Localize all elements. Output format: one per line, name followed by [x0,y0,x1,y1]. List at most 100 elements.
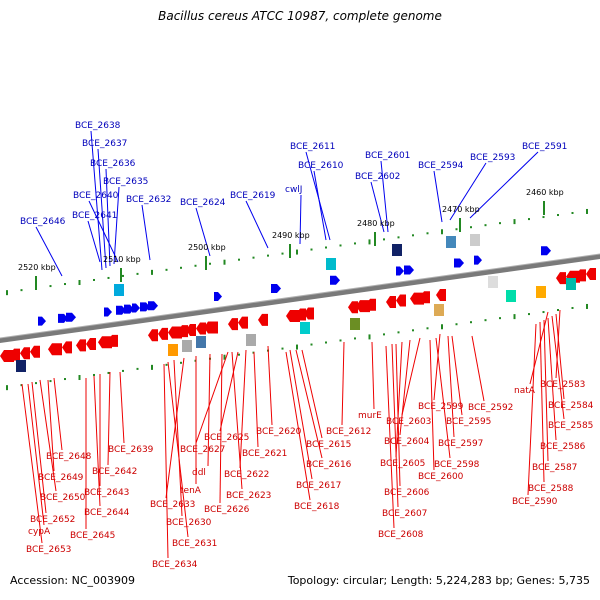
reverse-gene-label: BCE_2600 [418,472,464,482]
forward-gene-label: BCE_2601 [365,151,410,161]
reverse-gene-label: BCE_2653 [26,545,71,555]
forward-gene-label: BCE_2602 [355,172,400,182]
reverse-leader-line [219,353,223,504]
outer-tick-row-tick [310,248,313,251]
reverse-leader-line [555,309,561,379]
reverse-gene-arrow [0,350,14,362]
inner-tick-row-tick [296,344,298,350]
outer-tick-row-tick [238,258,240,261]
reverse-leader-line [371,341,375,410]
outer-tick-row-tick [165,268,168,271]
reverse-gene-label: BCE_2604 [384,437,430,447]
inner-tick-row-tick [6,385,8,391]
reverse-gene-label: BCE_2587 [532,463,577,473]
reverse-gene-label: BCE_2586 [540,442,586,452]
forward-gene-arrow [541,246,551,256]
reverse-gene-label: BCE_2652 [30,515,75,525]
forward-gene-arrow [214,292,222,302]
reverse-gene-arrow [356,300,370,313]
outer-tick-row-tick [136,272,139,275]
inner-tick-row-tick [339,339,342,342]
forward-gene-arrow [148,301,158,311]
reverse-gene-arrow [168,326,182,339]
outer-tick-row-tick [484,224,487,227]
reverse-leader-line [207,353,211,467]
forward-gene-arrow [104,307,112,317]
outer-tick-row-tick [252,256,255,259]
reverse-gene-label: BCE_2612 [326,427,371,437]
forward-gene-label: BCE_2593 [470,153,515,163]
reverse-gene-arrow [396,294,406,307]
reverse-leader-line [107,371,111,466]
forward-leader-line [245,200,269,249]
outer-tick-row-tick [296,249,298,255]
forward-gene-label: BCE_2646 [20,217,66,227]
reverse-gene-arrow [586,267,596,280]
inner-tick-row-tick [383,333,385,336]
reverse-leader-line [391,343,399,508]
scale-tick-label: 2500 kbp [188,243,226,252]
reverse-gene-label: BCE_2648 [46,452,92,462]
reverse-gene-label: BCE_2598 [434,460,480,470]
outer-tick-row-tick [513,219,516,225]
forward-gene-arrow [271,284,281,294]
outer-tick-row-tick [397,236,400,239]
reverse-gene-arrow [576,269,586,282]
forward-leader-line [313,170,327,241]
reverse-gene-label: BCE_2625 [204,433,249,443]
feature-block [350,318,360,330]
inner-tick-row-tick [325,341,327,344]
reverse-gene-label: BCE_2649 [38,473,84,483]
reverse-gene-arrow [76,339,86,352]
forward-gene-arrow [140,302,150,312]
reverse-gene-label: natA [514,386,536,396]
reverse-leader-line [547,317,557,441]
reverse-leader-line [167,361,189,538]
forward-gene-label: BCE_2632 [126,195,171,205]
forward-gene-label: BCE_2591 [522,142,567,152]
outer-tick-row-tick [281,252,284,255]
reverse-gene-label: BCE_2585 [548,421,593,431]
outer-tick-row-tick [354,242,356,245]
inner-tick-row-tick [586,303,588,309]
reverse-leader-line [119,371,125,444]
reverse-gene-label: BCE_2639 [108,445,154,455]
inner-tick-row-tick [238,353,240,356]
feature-block [392,244,402,256]
reverse-gene-arrow [556,272,566,285]
inner-tick-row-tick [122,369,124,372]
reverse-leader-line [471,335,485,402]
forward-leader-line [105,168,111,267]
inner-tick-row-tick [64,378,66,381]
feature-block [488,276,498,288]
scale-tick-label: 2520 kbp [18,263,56,272]
forward-gene-arrow [58,313,68,323]
forward-gene-label: BCE_2594 [418,161,464,171]
inner-tick-row-tick [136,367,139,370]
reverse-gene-label: BCE_2592 [468,403,513,413]
reverse-leader-line [395,341,403,458]
outer-tick-row-tick [223,259,226,265]
reverse-leader-line [163,363,169,559]
scale-tick-label: 2510 kbp [103,255,141,264]
reverse-gene-arrow [204,321,218,334]
reverse-gene-label: BCE_2626 [204,505,250,515]
forward-gene-arrow [404,265,414,275]
inner-tick-row-tick [107,371,110,374]
reverse-gene-label: BCE_2621 [242,449,287,459]
reverse-leader-line [31,381,47,514]
reverse-leader-line [165,357,185,499]
reverse-gene-labels: BCE_2583natABCE_2584BCE_2585BCE_2586BCE_… [21,309,594,570]
reverse-gene-arrow [304,307,314,320]
forward-leader-line [299,194,302,245]
inner-tick-row-tick [426,327,429,330]
reverse-leader-line [27,383,45,526]
outer-tick-row-tick [383,238,385,241]
reverse-leader-line [231,351,243,490]
reverse-leader-line [551,315,565,420]
reverse-leader-line [451,335,463,416]
forward-gene-label: BCE_2635 [103,177,148,187]
forward-gene-label: BCE_2636 [90,159,136,169]
reverse-gene-label: BCE_2588 [528,484,574,494]
